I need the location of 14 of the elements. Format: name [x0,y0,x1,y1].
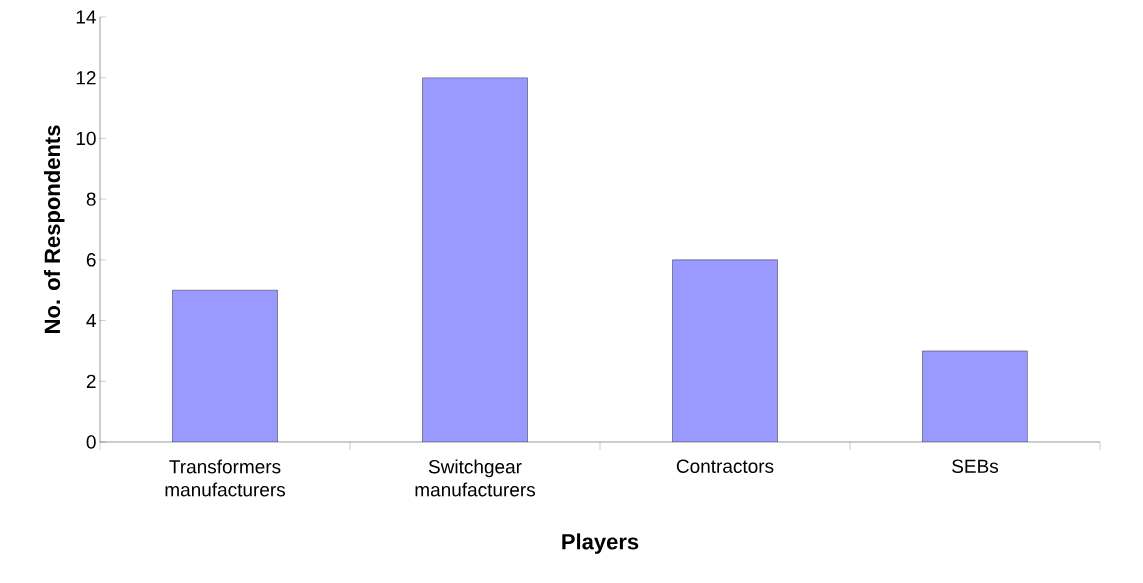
x-tick-label: Transformers manufacturers [165,459,286,497]
y-tick-label: 0 [86,435,96,449]
y-tick-label: 10 [76,131,96,146]
x-tick-label: Switchgear manufacturers [415,459,536,497]
x-axis-title: Players [562,533,639,554]
y-tick-label: 8 [86,192,96,206]
y-tick-label: 6 [86,253,96,267]
y-axis-title: No. of Respondents [43,125,65,333]
y-tick-label: 4 [86,314,96,328]
y-tick-label: 12 [76,71,96,85]
x-tick-label: Contractors [676,459,774,473]
y-tick-label: 2 [86,374,96,388]
y-tick-label: 14 [76,10,96,24]
x-tick-label: SEBs [952,459,999,473]
